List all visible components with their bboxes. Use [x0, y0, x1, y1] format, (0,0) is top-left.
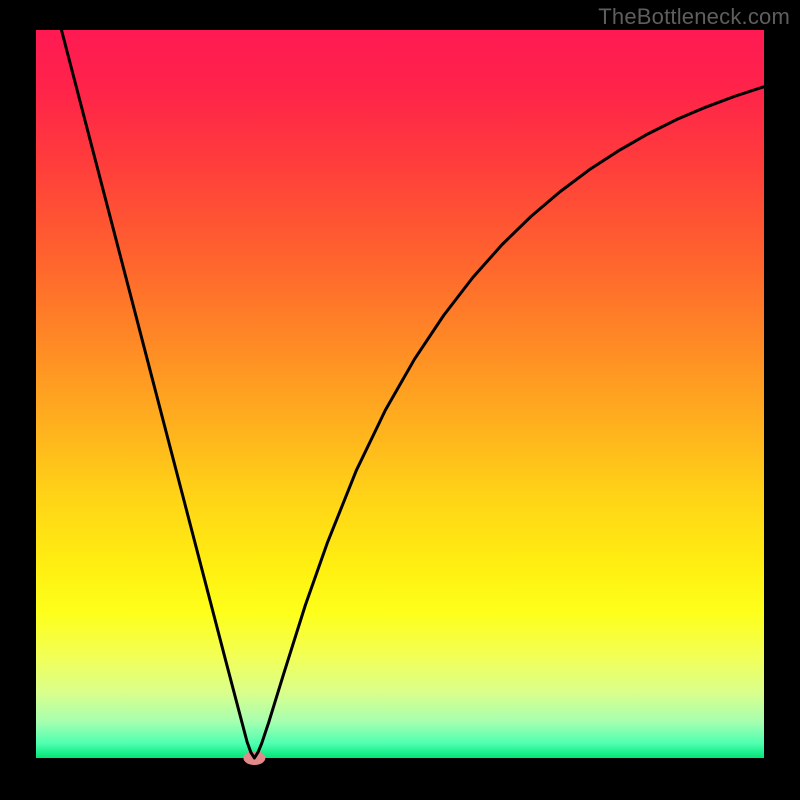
watermark-text: TheBottleneck.com: [598, 4, 790, 30]
bottleneck-chart: [0, 0, 800, 800]
chart-container: TheBottleneck.com: [0, 0, 800, 800]
plot-background-gradient: [36, 30, 764, 758]
